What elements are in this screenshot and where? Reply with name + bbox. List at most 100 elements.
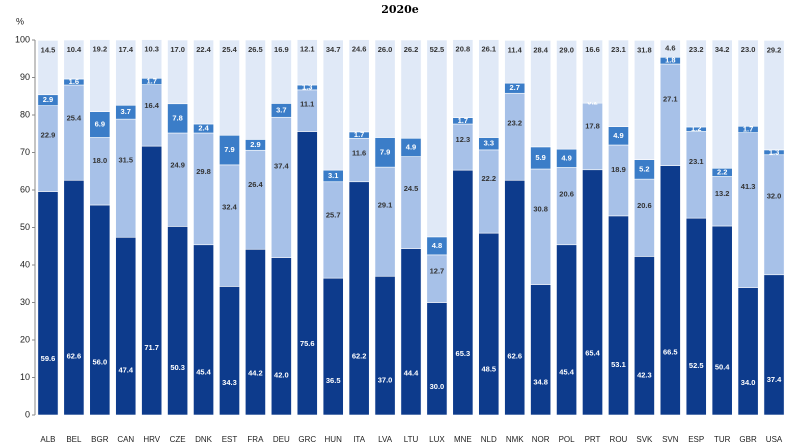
bar-segment — [659, 63, 681, 166]
value-label: 20.6 — [637, 201, 652, 210]
value-label: 32.4 — [222, 202, 237, 211]
value-label: 3.3 — [484, 139, 494, 148]
bar-segment — [115, 118, 137, 238]
value-label: 4.9 — [613, 131, 623, 140]
value-label: 37.4 — [767, 375, 782, 384]
value-label: 25.4 — [67, 113, 82, 122]
value-label: 1.3 — [769, 147, 779, 156]
x-tick-label: NLD — [481, 435, 497, 444]
bar-segment — [245, 39, 266, 140]
value-label: 18.9 — [611, 165, 626, 174]
value-label: 26.5 — [248, 45, 263, 54]
bar-segment — [167, 226, 189, 416]
value-label: 29.1 — [378, 200, 393, 209]
value-label: 10.4 — [67, 45, 82, 54]
value-label: 23.0 — [741, 45, 756, 54]
value-label: 59.6 — [41, 354, 56, 363]
x-tick-label: DNK — [195, 435, 213, 444]
bar-segment — [348, 39, 370, 133]
bar-segment — [530, 40, 552, 148]
bar-segment — [608, 215, 629, 416]
bar-segment — [37, 105, 59, 192]
bar-segment — [63, 39, 85, 80]
bar-segment — [400, 248, 422, 416]
x-tick-label: SVN — [662, 435, 679, 444]
value-label: 20.6 — [559, 190, 574, 199]
bar-segment — [322, 181, 344, 279]
bar-segment — [219, 286, 240, 416]
value-label: 48.5 — [481, 365, 496, 374]
value-label: 26.4 — [248, 180, 263, 189]
bar-segment — [763, 274, 785, 416]
value-label: 1.7 — [146, 76, 156, 85]
bar-segment — [400, 39, 422, 139]
bar-segment — [141, 84, 163, 147]
x-tick-label: BEL — [66, 435, 82, 444]
value-label: 44.2 — [248, 369, 263, 378]
bar-segment — [556, 244, 577, 416]
x-tick-label: LVA — [378, 435, 393, 444]
value-label: 22.2 — [481, 174, 496, 183]
y-tick-label: 10 — [20, 372, 30, 382]
value-label: 1.3 — [302, 82, 312, 91]
value-label: 34.0 — [741, 378, 756, 387]
value-label: 29.2 — [767, 45, 782, 54]
bar-segment — [633, 40, 655, 160]
value-label: 7.9 — [380, 147, 390, 156]
x-tick-label: POL — [559, 435, 576, 444]
value-label: 62.6 — [67, 351, 82, 360]
bar-segment — [374, 275, 396, 416]
x-tick-label: HRV — [143, 435, 160, 444]
bar-segment — [711, 39, 733, 169]
value-label: 7.8 — [172, 113, 182, 122]
value-label: 44.4 — [404, 368, 419, 377]
value-label: 23.1 — [611, 45, 626, 54]
bar-segment — [685, 131, 707, 219]
bar-segment — [504, 40, 526, 84]
value-label: 66.5 — [663, 348, 678, 357]
x-tick-label: MNE — [454, 435, 472, 444]
bar-segment — [737, 287, 759, 416]
y-tick-label: 100 — [15, 34, 30, 44]
bar-segment — [478, 232, 500, 416]
y-tick-label: 90 — [20, 72, 30, 82]
bar-segment — [167, 39, 189, 105]
bar-segment — [374, 39, 396, 138]
bar-segment — [426, 39, 448, 238]
bar-segment — [426, 302, 448, 416]
value-label: 26.2 — [404, 45, 419, 54]
value-label: 23.2 — [689, 45, 704, 54]
x-tick-label: ALB — [40, 435, 55, 444]
y-tick-label: 80 — [20, 109, 30, 119]
x-tick-label: ESP — [688, 435, 704, 444]
value-label: 52.5 — [689, 361, 704, 370]
value-label: 19.2 — [93, 45, 108, 54]
bar-segment — [582, 102, 603, 171]
value-label: 52.5 — [430, 45, 445, 54]
bar-segment — [63, 84, 85, 181]
bar-segment — [89, 204, 111, 416]
bar-segment — [63, 179, 85, 416]
bar-segment — [348, 137, 370, 183]
value-label: 71.7 — [144, 343, 159, 352]
value-label: 23.2 — [507, 119, 522, 128]
bar-segment — [478, 149, 500, 234]
x-tick-label: ITA — [353, 435, 366, 444]
x-tick-label: BGR — [91, 435, 109, 444]
x-tick-label: USA — [766, 435, 783, 444]
value-label: 1.7 — [458, 116, 468, 125]
value-label: 4.6 — [665, 44, 675, 53]
value-label: 24.9 — [170, 161, 185, 170]
value-label: 56.0 — [93, 357, 108, 366]
bar-segment — [452, 169, 474, 416]
bar-segment — [37, 40, 59, 96]
value-label: 7.9 — [224, 145, 234, 154]
value-label: 1.2 — [691, 124, 701, 133]
y-tick-label: 40 — [20, 259, 30, 269]
value-label: 34.2 — [715, 45, 730, 54]
chart-title: 2020e — [381, 3, 419, 16]
value-label: 11.1 — [300, 99, 314, 108]
value-label: 2.4 — [198, 123, 209, 132]
value-label: 16.4 — [144, 101, 159, 110]
bar-segment — [141, 39, 163, 79]
